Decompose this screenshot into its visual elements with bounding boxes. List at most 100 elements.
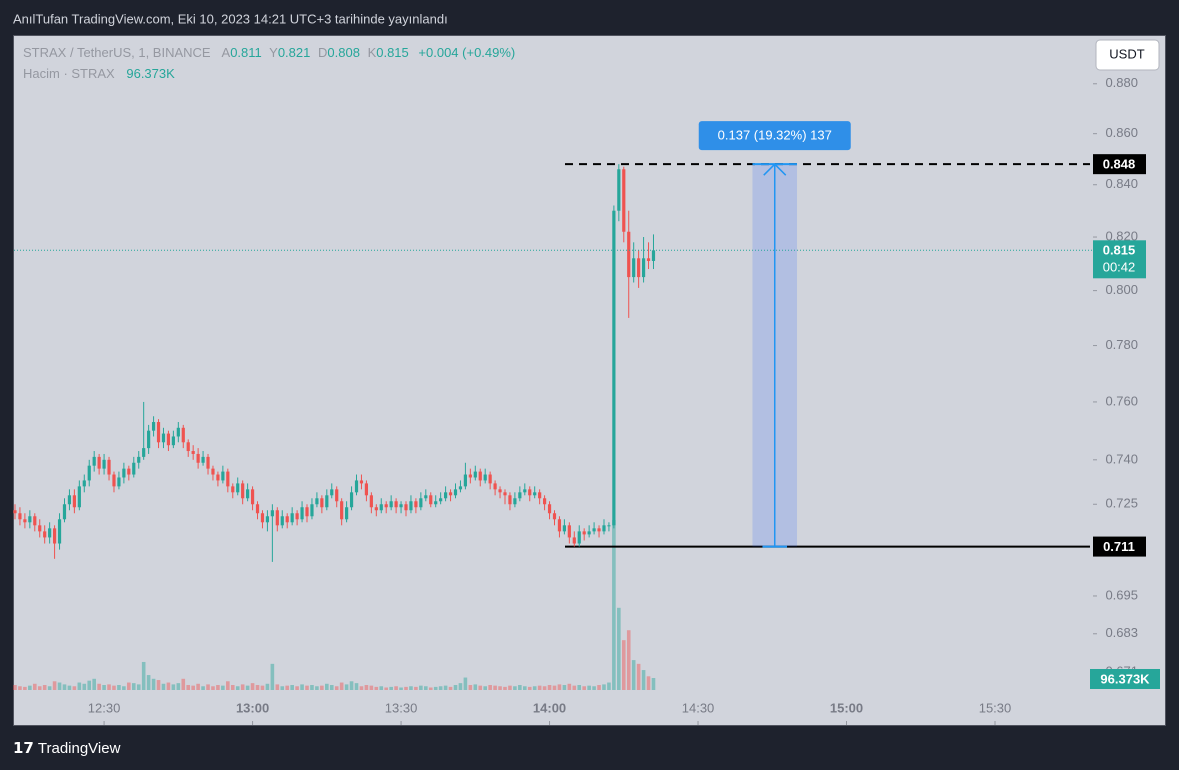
candle-body [310, 504, 314, 517]
symbol-name: STRAX / TetherUS, 1, BINANCE [23, 45, 211, 60]
volume-bar [206, 684, 210, 690]
volume-bar [28, 685, 32, 690]
candle-body [552, 513, 557, 520]
volume-bar [369, 685, 374, 690]
candle-body [305, 507, 309, 517]
price-tag: 0.848 [1103, 157, 1136, 172]
volume-bar [221, 685, 225, 690]
candle-body [216, 474, 220, 481]
candle-body [453, 489, 458, 496]
volume-bar [542, 686, 547, 690]
candle-body [646, 258, 651, 261]
candle-body [394, 501, 398, 508]
volume-bar [141, 661, 146, 690]
candle-body [77, 486, 81, 508]
candle-body [567, 525, 571, 538]
volume-bar [146, 675, 151, 690]
candle-body [414, 501, 418, 508]
x-tick-label: 14:00 [533, 700, 566, 715]
candle-body [52, 528, 57, 544]
volume-bar [136, 684, 141, 690]
volume-bar [493, 685, 497, 690]
candle-body [295, 513, 299, 520]
volume-bar [280, 686, 285, 690]
volume-bar [325, 683, 329, 690]
candle-body [399, 504, 403, 508]
candle-body [211, 468, 215, 475]
candle-body [542, 498, 547, 505]
candle-body [345, 507, 349, 520]
candle-body [379, 504, 383, 511]
candle-body [236, 483, 240, 493]
candle-body [87, 465, 91, 481]
candle-body [43, 531, 47, 538]
countdown: 00:42 [1103, 260, 1136, 275]
current-price-label: 0.815 [1103, 243, 1136, 258]
volume-bar [57, 682, 62, 690]
volume-bar [300, 684, 304, 690]
volume-bar [235, 686, 240, 690]
volume-bar [602, 684, 606, 690]
volume-bar [305, 685, 309, 690]
candle-body [33, 516, 37, 526]
volume-bar [67, 685, 72, 690]
x-tick-label: 15:00 [830, 700, 863, 715]
volume-bar [646, 676, 651, 690]
candle-body [112, 474, 116, 487]
candle-body [285, 516, 289, 523]
volume-bar [592, 686, 596, 690]
volume-bar [621, 640, 626, 690]
x-tick-label: 13:00 [236, 700, 269, 715]
candle-body [260, 513, 265, 523]
y-tick-label: 0.760 [1105, 393, 1138, 408]
volume-bar [97, 683, 101, 690]
volume-bar [399, 687, 403, 690]
candle-body [97, 456, 101, 469]
candle-body [562, 525, 566, 532]
candle-body [483, 474, 487, 481]
candle-body [359, 480, 364, 484]
volume-bar [483, 686, 487, 690]
volume-bar [607, 682, 611, 690]
volume-bar [226, 681, 230, 690]
candle-body [409, 501, 413, 511]
volume-bar [191, 685, 195, 690]
candle-body [275, 510, 279, 526]
current-price-box [1093, 240, 1146, 279]
volume-bar [552, 685, 557, 690]
open-value: 0.811 [230, 45, 262, 60]
x-tick-label: 15:30 [979, 700, 1012, 715]
x-tick-label: 14:30 [682, 700, 715, 715]
volume-bar [211, 686, 215, 690]
volume-tag-box [1090, 668, 1160, 689]
volume-bar [626, 630, 631, 690]
volume-bar [47, 686, 52, 690]
candle-body [67, 495, 72, 505]
candle-body [547, 504, 552, 514]
volume-bar [92, 678, 96, 690]
volume-bar [315, 686, 319, 690]
volume-bar [518, 685, 522, 690]
volume-bar [161, 683, 166, 690]
candle-body [147, 430, 151, 449]
candle-body [18, 513, 22, 520]
candle-body [38, 525, 42, 532]
y-tick-label: 0.740 [1105, 451, 1138, 466]
candle-body [637, 258, 641, 278]
candle-body [473, 471, 477, 478]
candle-body [250, 489, 255, 505]
currency-button[interactable] [1095, 39, 1160, 71]
volume-bar [567, 683, 572, 690]
candle-body [622, 169, 626, 232]
volume-bar [424, 686, 428, 690]
volume-bar [37, 686, 42, 690]
candle-body [602, 525, 606, 532]
volume-bar [32, 683, 37, 690]
volume-bar [582, 686, 586, 690]
candle-body [523, 489, 527, 493]
volume-bar [285, 685, 290, 690]
candle-body [488, 474, 492, 484]
volume-bar [458, 683, 463, 690]
measure-label: 0.137 (19.32%) 137 [718, 128, 832, 143]
